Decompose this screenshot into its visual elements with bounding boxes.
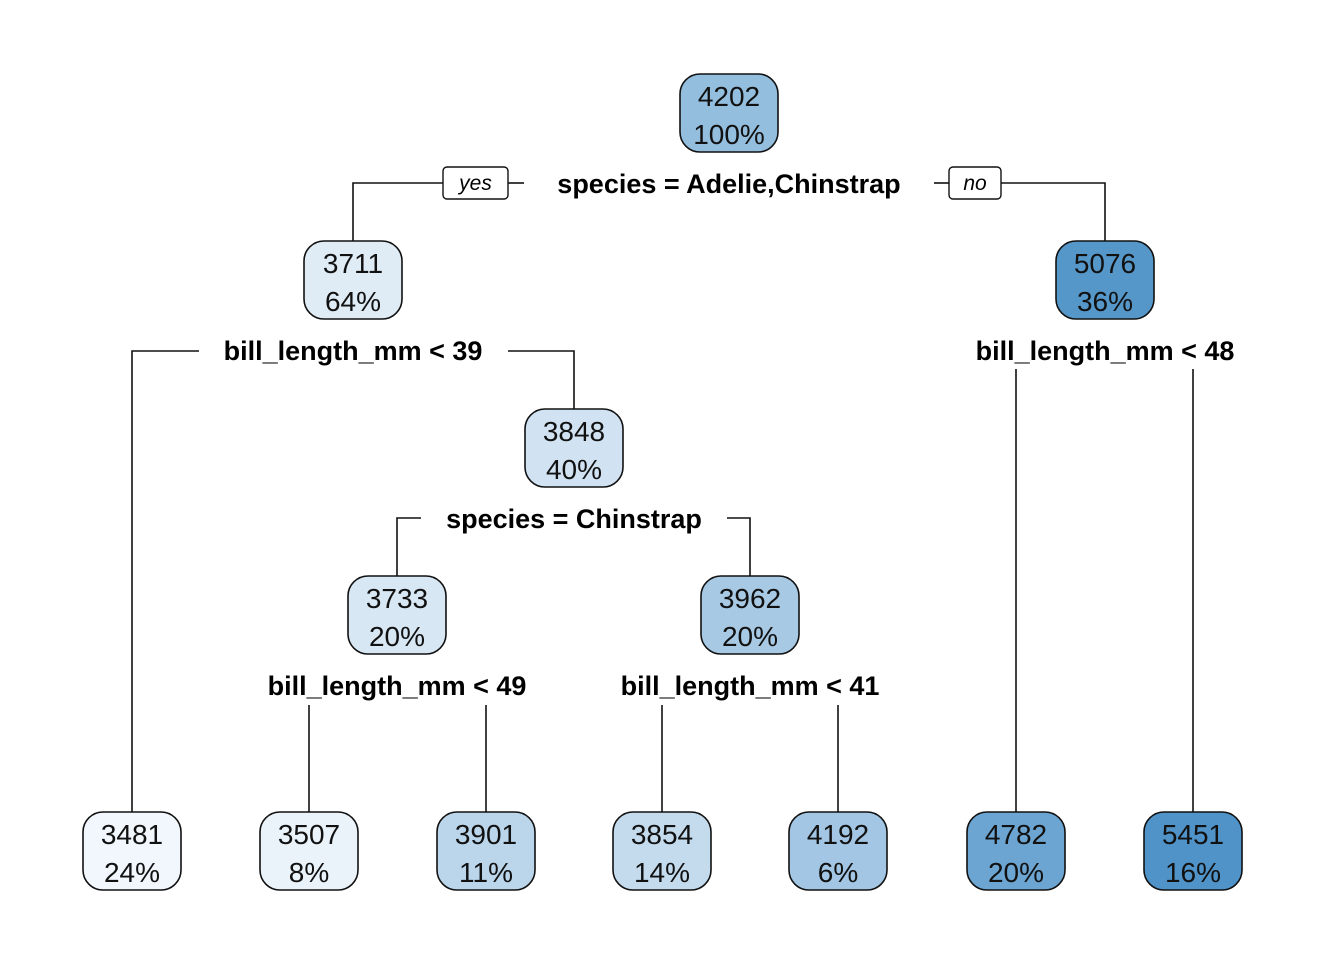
node-box [612,811,712,891]
node-value: 3507 [278,819,340,850]
node-box [259,811,359,891]
node-value: 3848 [543,416,605,447]
node-value: 3901 [455,819,517,850]
tree-node-n10: 3733 20% [347,575,447,655]
node-value: 3733 [366,583,428,614]
tree-node-l6: 4782 20% [966,811,1066,891]
split-label-s_n11: bill_length_mm < 41 [621,671,880,701]
node-value: 3962 [719,583,781,614]
edge-root-no [1001,182,1106,241]
edge-n5-left [396,517,421,576]
tree-node-n11: 3962 20% [700,575,800,655]
node-percent: 6% [818,857,858,888]
tree-node-n2: 3711 64% [303,240,403,320]
node-percent: 16% [1165,857,1221,888]
node-box [436,811,536,891]
node-percent: 11% [459,857,513,888]
tree-node-l1: 3481 24% [82,811,182,891]
node-box [347,575,447,655]
split-label-s_n3: bill_length_mm < 48 [976,336,1235,366]
tree-node-l7: 5451 16% [1143,811,1243,891]
node-value: 5076 [1074,248,1136,279]
node-value: 3481 [101,819,163,850]
tree-edges [131,182,1194,812]
tree-node-l4: 3854 14% [612,811,712,891]
node-percent: 64% [325,286,381,317]
edge-n2-right [508,350,575,409]
node-percent: 36% [1077,286,1133,317]
node-percent: 40% [546,454,602,485]
node-percent: 20% [988,857,1044,888]
tree-node-root: 4202 100% [679,73,779,153]
node-box [788,811,888,891]
tree-node-l2: 3507 8% [259,811,359,891]
node-box [1143,811,1243,891]
yes-branch-label-text: yes [457,172,492,195]
edge-n2-left [131,350,199,812]
split-label-s_root: species = Adelie,Chinstrap [557,169,900,199]
node-percent: 100% [693,119,765,150]
split-label-s_n2: bill_length_mm < 39 [224,336,483,366]
tree-node-n3: 5076 36% [1055,240,1155,320]
node-box [303,240,403,320]
node-value: 3711 [323,248,383,279]
node-percent: 20% [722,621,778,652]
node-percent: 24% [104,857,160,888]
tree-node-n5: 3848 40% [524,408,624,488]
node-value: 3854 [631,819,693,850]
node-percent: 14% [634,857,690,888]
edge-root-yes [352,182,443,241]
tree-node-l3: 3901 11% [436,811,536,891]
split-label-s_n5: species = Chinstrap [446,504,702,534]
no-branch-label: no [948,166,1002,200]
no-branch-label-box [948,166,1002,200]
tree-split-labels: species = Adelie,Chinstrap bill_length_mm… [224,166,1235,701]
node-box [524,408,624,488]
node-value: 4192 [807,819,869,850]
node-box [700,575,800,655]
tree-nodes: 4202100%371164%507636%384840%373320%3962… [82,73,1243,891]
node-percent: 8% [289,857,329,888]
node-box [1055,240,1155,320]
tree-node-l5: 4192 6% [788,811,888,891]
yes-branch-label-box [442,166,509,200]
node-percent: 20% [369,621,425,652]
split-label-s_n10: bill_length_mm < 49 [268,671,527,701]
edge-n5-right [727,517,751,576]
no-branch-label-text: no [963,172,987,195]
node-value: 4202 [698,81,760,112]
node-box [966,811,1066,891]
node-box [82,811,182,891]
node-box [679,73,779,153]
node-value: 4782 [985,819,1047,850]
yes-branch-label: yes [442,166,509,200]
node-value: 5451 [1162,819,1224,850]
